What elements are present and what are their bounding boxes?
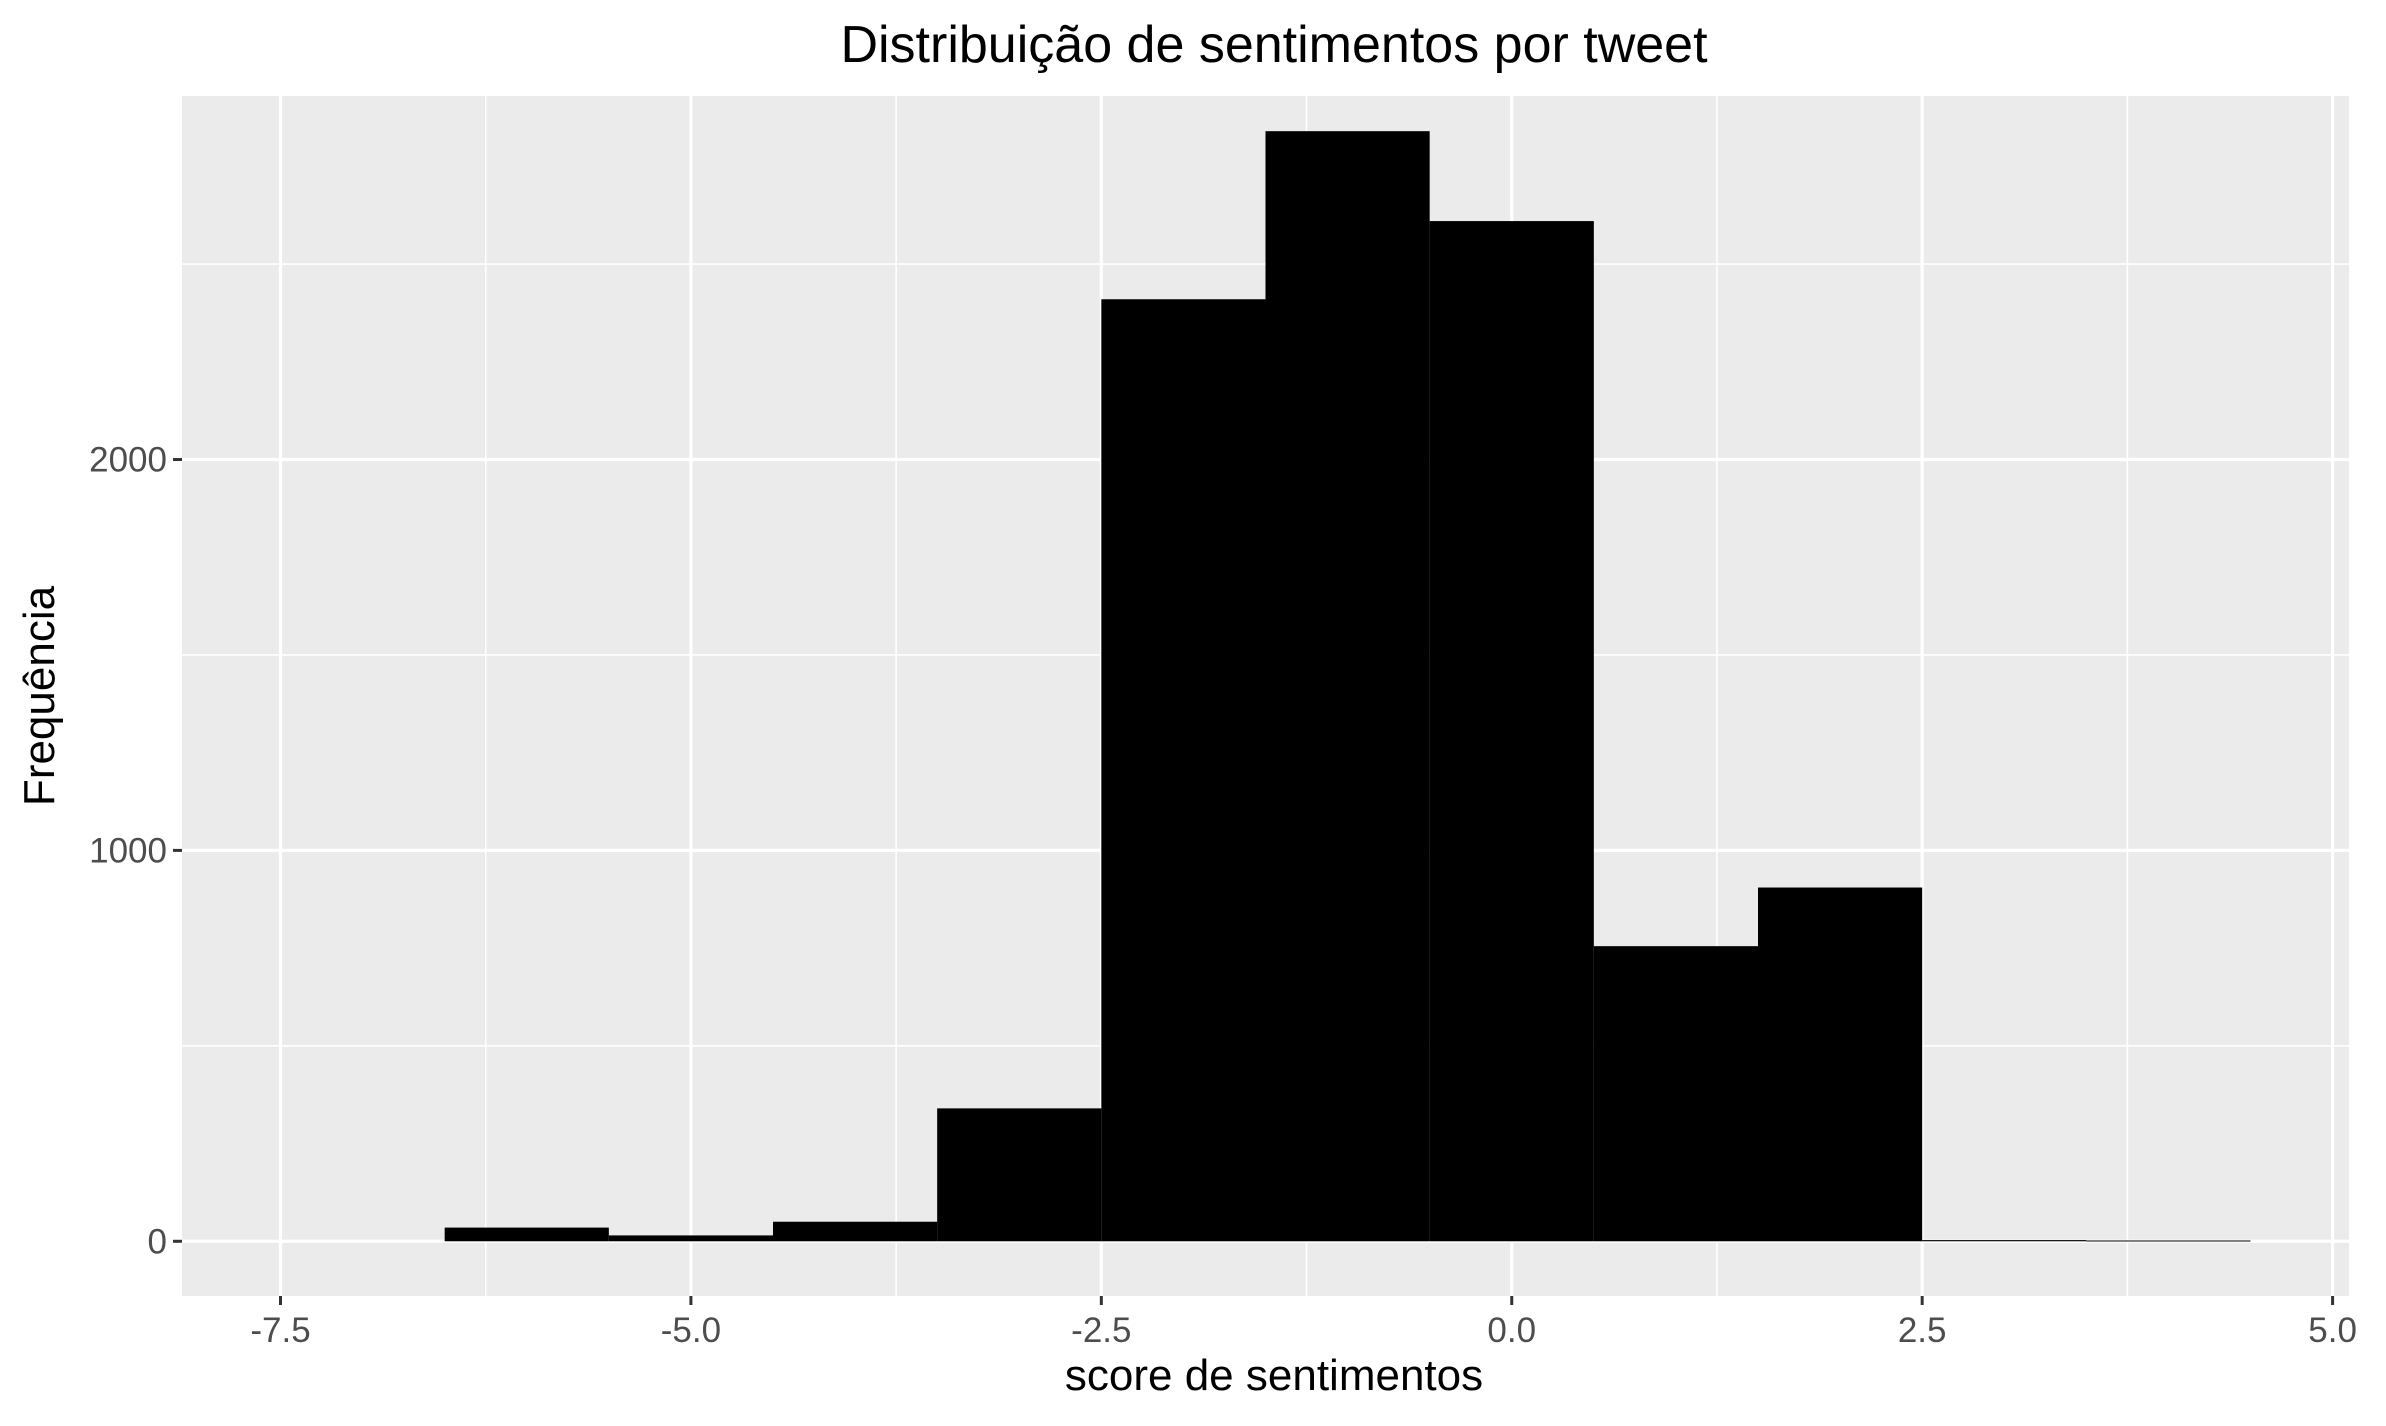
x-tick-label: 2.5 bbox=[1898, 1311, 1947, 1350]
histogram-bar bbox=[1265, 131, 1430, 1242]
x-tick-label: -7.5 bbox=[250, 1311, 310, 1350]
y-tick-label: 0 bbox=[148, 1222, 167, 1261]
x-axis-title: score de sentimentos bbox=[1065, 1351, 1483, 1400]
y-axis-title: Frequência bbox=[15, 585, 64, 806]
histogram-bar bbox=[1101, 299, 1266, 1242]
x-axis-ticks: -7.5 -5.0 -2.5 0.0 2.5 5.0 bbox=[250, 1296, 2357, 1350]
histogram-bar bbox=[1593, 946, 1758, 1242]
y-tick-label: 1000 bbox=[89, 831, 167, 870]
y-tick-label: 2000 bbox=[89, 441, 167, 480]
histogram-bar bbox=[1758, 887, 1923, 1242]
histogram-bar bbox=[937, 1108, 1102, 1242]
chart-title: Distribuição de sentimentos por tweet bbox=[840, 16, 1708, 74]
histogram-bar bbox=[1429, 221, 1594, 1242]
x-tick-label: -5.0 bbox=[661, 1311, 721, 1350]
y-axis-ticks: 0 1000 2000 bbox=[89, 441, 182, 1261]
histogram-bar bbox=[608, 1235, 773, 1242]
x-tick-label: -2.5 bbox=[1071, 1311, 1131, 1350]
histogram-bars bbox=[444, 131, 2251, 1242]
histogram-bar bbox=[444, 1227, 609, 1242]
histogram-bar bbox=[1922, 1240, 2087, 1242]
x-tick-label: 0.0 bbox=[1487, 1311, 1536, 1350]
histogram-bar bbox=[773, 1221, 938, 1242]
histogram-bar bbox=[2086, 1240, 2251, 1242]
x-tick-label: 5.0 bbox=[2308, 1311, 2357, 1350]
